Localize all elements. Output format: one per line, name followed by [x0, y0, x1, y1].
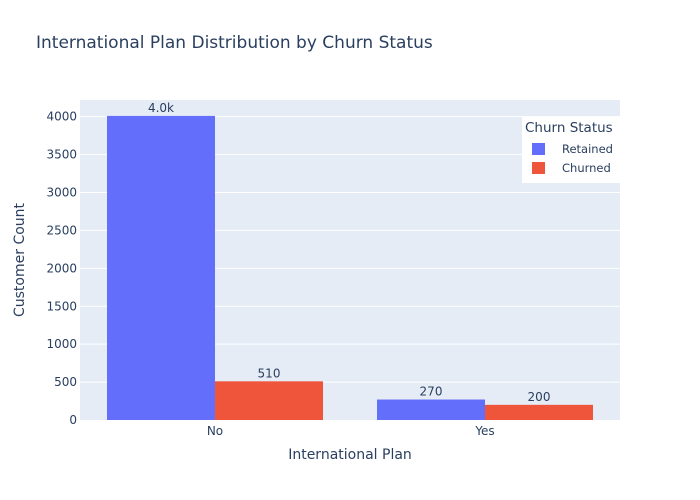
y-axis-ticks: 0 500 1000 1500 2000 2500 3000 3500 4000: [46, 110, 77, 427]
y-tick-label: 1000: [46, 337, 77, 351]
legend-item-churned[interactable]: Churned: [532, 160, 611, 176]
bar-retained-yes[interactable]: [377, 399, 485, 420]
y-tick-label: 2000: [46, 261, 77, 275]
legend-label-retained: Retained: [562, 142, 613, 156]
y-tick-label: 0: [69, 413, 77, 427]
y-axis-title: Customer Count: [12, 202, 28, 317]
legend: Churn Status Retained Churned: [522, 117, 621, 183]
y-tick-label: 4000: [46, 110, 77, 124]
legend-label-churned: Churned: [562, 161, 611, 175]
y-tick-label: 3000: [46, 186, 77, 200]
data-labels: 4.0k 510 270 200: [148, 101, 550, 404]
data-label: 510: [258, 366, 281, 380]
x-tick-label: No: [207, 424, 223, 438]
bars: [107, 115, 593, 421]
bar-churned-no[interactable]: [215, 381, 323, 420]
y-tick-label: 2500: [46, 223, 77, 237]
legend-item-retained[interactable]: Retained: [532, 141, 613, 157]
x-tick-label: Yes: [474, 424, 494, 438]
bar-churned-yes[interactable]: [485, 404, 593, 420]
data-label: 200: [528, 390, 551, 404]
legend-swatch-churned: [532, 162, 545, 174]
y-tick-label: 500: [54, 375, 77, 389]
x-axis-ticks: No Yes: [207, 424, 495, 438]
y-tick-label: 1500: [46, 299, 77, 313]
chart-title: International Plan Distribution by Churn…: [36, 33, 433, 53]
legend-swatch-retained: [532, 143, 545, 155]
data-label: 270: [420, 385, 443, 399]
bar-retained-no[interactable]: [107, 115, 215, 421]
legend-title: Churn Status: [525, 120, 613, 136]
data-label: 4.0k: [148, 101, 174, 115]
y-tick-label: 3500: [46, 148, 77, 162]
x-axis-title: International Plan: [288, 447, 412, 463]
